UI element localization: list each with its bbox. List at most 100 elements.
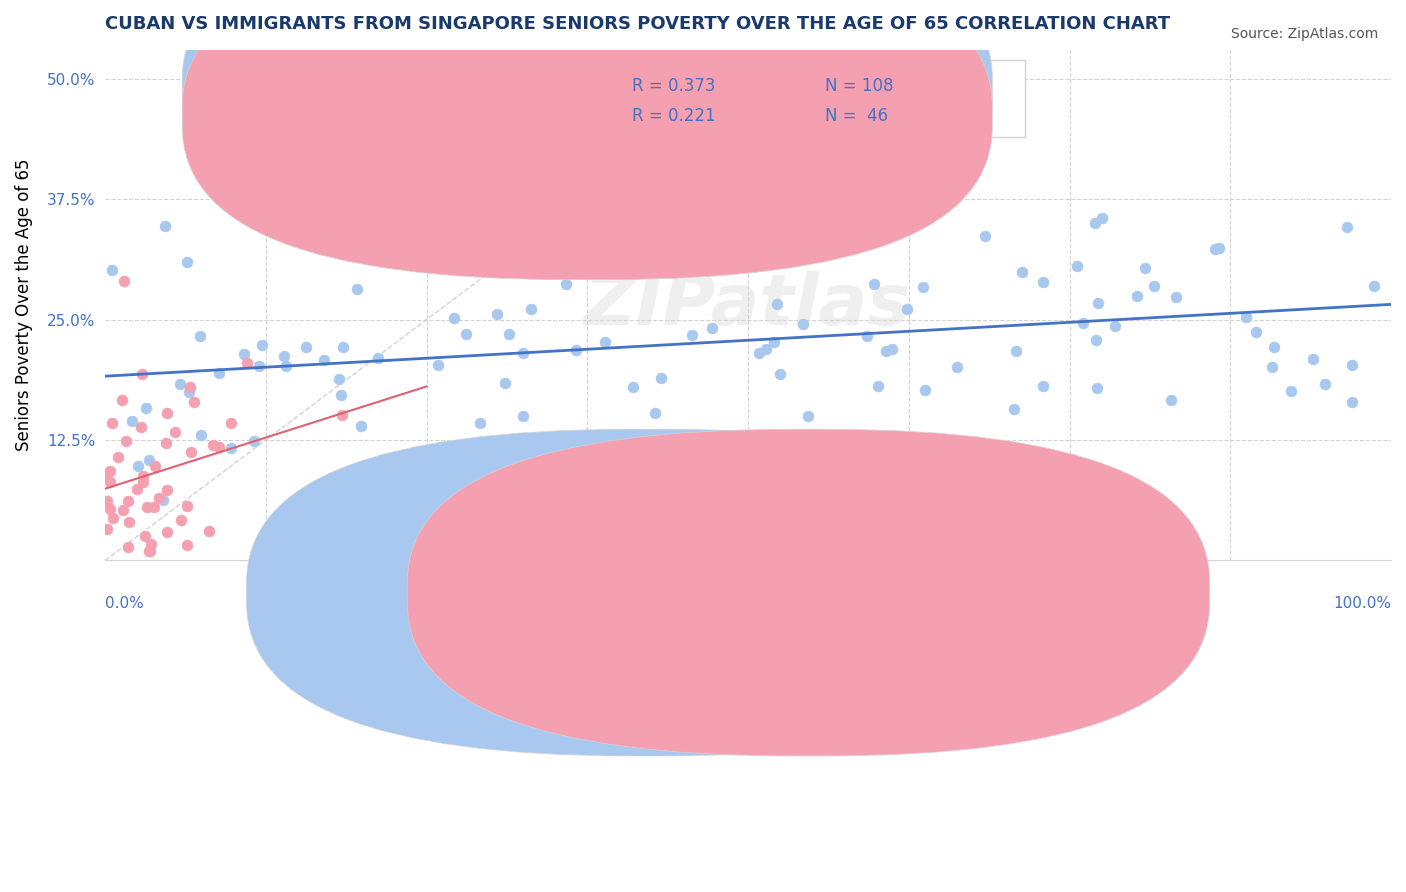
Point: [155, 436, 177, 450]
Point: [1085, 381, 1108, 395]
Point: [426, 358, 449, 372]
Point: [912, 280, 935, 294]
Point: [117, 493, 139, 508]
Point: [219, 417, 242, 431]
Point: [1164, 290, 1187, 304]
Point: [208, 441, 231, 455]
Point: [132, 468, 155, 483]
Point: [118, 516, 141, 530]
Point: [127, 482, 149, 496]
Point: [170, 513, 193, 527]
Point: [762, 334, 785, 349]
Point: [111, 392, 134, 407]
Point: [96, 494, 118, 508]
Point: [1073, 316, 1095, 330]
Point: [208, 366, 231, 380]
Point: [863, 277, 886, 292]
Point: [190, 428, 212, 442]
Point: [1204, 242, 1226, 256]
Point: [755, 342, 778, 356]
FancyBboxPatch shape: [408, 429, 1209, 756]
Point: [766, 297, 789, 311]
Point: [135, 401, 157, 416]
Point: [565, 343, 588, 357]
Point: [349, 418, 371, 433]
Point: [914, 384, 936, 398]
Point: [330, 409, 353, 423]
Point: [329, 387, 352, 401]
Point: [98, 475, 121, 490]
Point: [1234, 310, 1257, 324]
Point: [328, 371, 350, 385]
Point: [875, 344, 897, 359]
Text: N = 108: N = 108: [825, 77, 894, 95]
Point: [117, 540, 139, 554]
Point: [495, 464, 517, 478]
Point: [332, 340, 354, 354]
Point: [134, 529, 156, 543]
Point: [731, 194, 754, 209]
Point: [127, 459, 149, 474]
Point: [1261, 359, 1284, 374]
Point: [247, 359, 270, 374]
Point: [98, 464, 121, 478]
Point: [1031, 275, 1053, 289]
Point: [512, 409, 534, 423]
Point: [880, 342, 903, 356]
Point: [250, 338, 273, 352]
Point: [156, 483, 179, 497]
Point: [1341, 395, 1364, 409]
Point: [350, 500, 373, 514]
Point: [519, 302, 541, 317]
Point: [498, 327, 520, 342]
Point: [702, 321, 724, 335]
Point: [815, 237, 838, 252]
Point: [235, 356, 257, 370]
Point: [96, 467, 118, 481]
Point: [1362, 279, 1385, 293]
Text: Immigrants from Singapore: Immigrants from Singapore: [825, 596, 1045, 611]
Point: [249, 149, 271, 163]
Point: [485, 307, 508, 321]
Point: [644, 406, 666, 420]
Point: [946, 359, 969, 374]
Point: [129, 419, 152, 434]
Point: [219, 442, 242, 456]
Point: [155, 524, 177, 539]
Text: Source: ZipAtlas.com: Source: ZipAtlas.com: [1230, 27, 1378, 41]
Point: [131, 475, 153, 489]
Point: [868, 379, 890, 393]
Point: [1143, 279, 1166, 293]
Point: [153, 219, 176, 233]
Point: [801, 216, 824, 230]
Point: [232, 346, 254, 360]
Point: [1279, 384, 1302, 398]
Point: [294, 340, 316, 354]
Point: [176, 538, 198, 552]
Point: [273, 349, 295, 363]
Point: [112, 274, 135, 288]
Point: [177, 385, 200, 400]
Point: [659, 442, 682, 456]
Point: [856, 328, 879, 343]
Point: [138, 543, 160, 558]
Point: [974, 229, 997, 244]
Point: [143, 458, 166, 473]
Point: [1341, 359, 1364, 373]
Point: [107, 450, 129, 464]
Point: [553, 444, 575, 458]
Text: N =  46: N = 46: [825, 107, 889, 125]
Point: [136, 500, 159, 515]
Point: [198, 524, 221, 538]
Point: [183, 394, 205, 409]
FancyBboxPatch shape: [536, 60, 1025, 136]
Point: [156, 406, 179, 420]
Point: [797, 409, 820, 423]
Point: [163, 425, 186, 439]
Point: [179, 379, 201, 393]
Text: R = 0.373: R = 0.373: [633, 77, 716, 95]
Point: [1087, 295, 1109, 310]
Point: [169, 377, 191, 392]
Point: [724, 235, 747, 250]
Point: [139, 537, 162, 551]
